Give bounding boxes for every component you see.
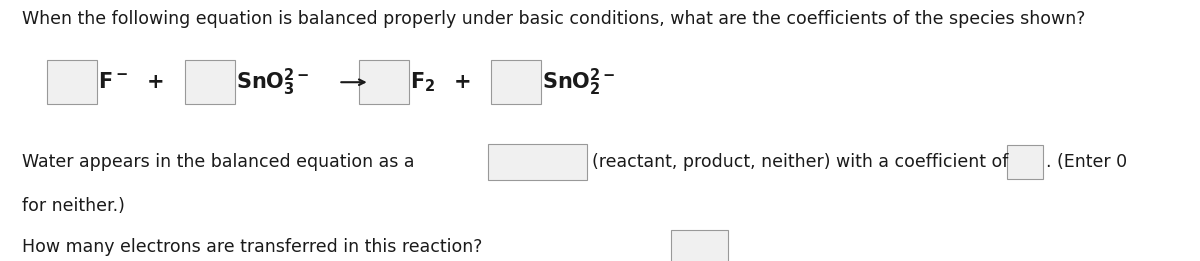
Text: How many electrons are transferred in this reaction?: How many electrons are transferred in th… — [22, 238, 482, 256]
Text: $\mathbf{F^-}$: $\mathbf{F^-}$ — [98, 72, 128, 92]
FancyBboxPatch shape — [359, 60, 409, 104]
FancyBboxPatch shape — [671, 230, 728, 261]
FancyBboxPatch shape — [47, 60, 97, 104]
Text: for neither.): for neither.) — [22, 197, 125, 215]
Text: $\mathbf{F_2}$: $\mathbf{F_2}$ — [410, 70, 436, 94]
FancyBboxPatch shape — [488, 144, 587, 180]
Text: $\mathbf{SnO_2^{2-}}$: $\mathbf{SnO_2^{2-}}$ — [542, 67, 616, 98]
Text: $\mathbf{SnO_3^{2-}}$: $\mathbf{SnO_3^{2-}}$ — [236, 67, 310, 98]
FancyBboxPatch shape — [1007, 145, 1043, 179]
FancyBboxPatch shape — [491, 60, 541, 104]
Text: Water appears in the balanced equation as a: Water appears in the balanced equation a… — [22, 153, 414, 171]
Text: +: + — [454, 72, 472, 92]
Text: When the following equation is balanced properly under basic conditions, what ar: When the following equation is balanced … — [22, 10, 1085, 28]
Text: +: + — [146, 72, 164, 92]
FancyBboxPatch shape — [185, 60, 235, 104]
Text: . (Enter 0: . (Enter 0 — [1046, 153, 1128, 171]
Text: (reactant, product, neither) with a coefficient of: (reactant, product, neither) with a coef… — [592, 153, 1008, 171]
